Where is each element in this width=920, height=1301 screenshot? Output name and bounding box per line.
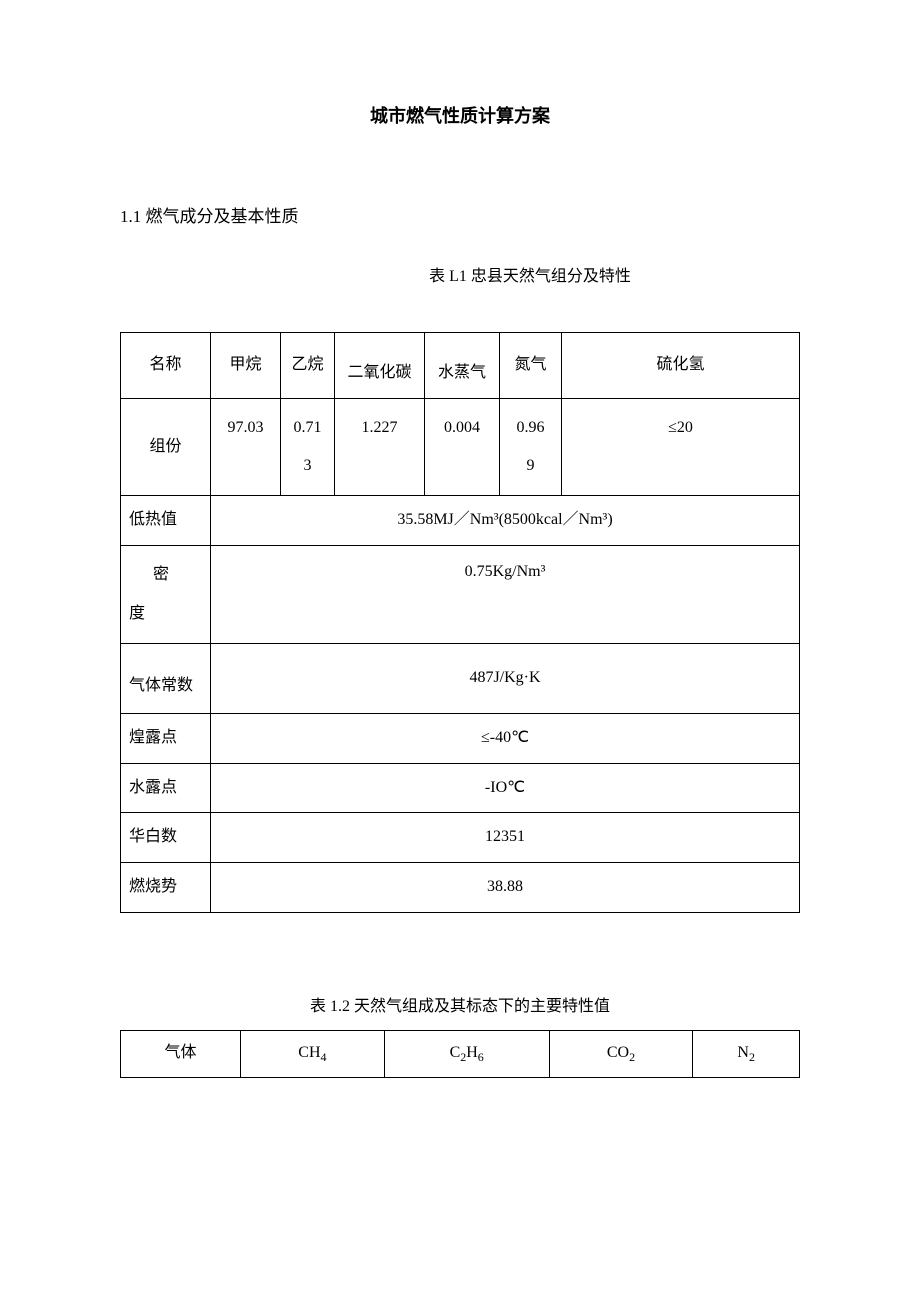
gas-constant-value: 487J/Kg·K [211, 643, 800, 713]
t2-co2-text: CO [607, 1044, 629, 1061]
t2-c2h6-h: H [466, 1044, 478, 1061]
document-title: 城市燃气性质计算方案 [120, 100, 800, 132]
composition-methane: 97.03 [211, 398, 281, 496]
t2-header-ch4: CH4 [241, 1030, 385, 1077]
t2-ch4-text: CH [298, 1044, 320, 1061]
t2-header-gas: 气体 [121, 1030, 241, 1077]
table-1: 名称 甲烷 乙烷 二氧化碳 水蒸气 氮气 硫化氢 组份 97.03 0.713 … [120, 332, 800, 913]
header-h2s: 硫化氢 [562, 332, 800, 398]
composition-co2: 1.227 [335, 398, 425, 496]
composition-steam: 0.004 [425, 398, 500, 496]
table-row: 密度 0.75Kg/Nm³ [121, 546, 800, 644]
table-row: 气体常数 487J/Kg·K [121, 643, 800, 713]
table-row: 水露点 -IO℃ [121, 763, 800, 813]
combustion-label: 燃烧势 [121, 863, 211, 913]
composition-label: 组份 [121, 398, 211, 496]
table-row: 华白数 12351 [121, 813, 800, 863]
table-2: 气体 CH4 C2H6 CO2 N2 [120, 1030, 800, 1078]
header-nitrogen: 氮气 [500, 332, 562, 398]
t2-c2h6-c: C [450, 1044, 461, 1061]
table-row: 气体 CH4 C2H6 CO2 N2 [121, 1030, 800, 1077]
t2-n2-text: N [737, 1044, 749, 1061]
low-heat-label: 低热值 [121, 496, 211, 546]
table-row: 名称 甲烷 乙烷 二氧化碳 水蒸气 氮气 硫化氢 [121, 332, 800, 398]
section-heading-1-1: 1.1 燃气成分及基本性质 [120, 202, 800, 233]
table-row: 煌露点 ≤-40℃ [121, 713, 800, 763]
water-dew-value: -IO℃ [211, 763, 800, 813]
table-1-caption: 表 L1 忠县天然气组分及特性 [260, 263, 800, 292]
density-value: 0.75Kg/Nm³ [211, 546, 800, 644]
composition-ethane: 0.713 [281, 398, 335, 496]
header-steam: 水蒸气 [425, 332, 500, 398]
wobbe-label: 华白数 [121, 813, 211, 863]
composition-nitrogen: 0.969 [500, 398, 562, 496]
combustion-value: 38.88 [211, 863, 800, 913]
header-co2: 二氧化碳 [335, 332, 425, 398]
header-ethane: 乙烷 [281, 332, 335, 398]
header-methane: 甲烷 [211, 332, 281, 398]
gas-constant-label: 气体常数 [121, 643, 211, 713]
t2-header-c2h6: C2H6 [384, 1030, 549, 1077]
t2-n2-sub: 2 [749, 1050, 755, 1064]
t2-header-n2: N2 [693, 1030, 800, 1077]
t2-c2h6-6: 6 [478, 1050, 484, 1064]
density-label: 密度 [121, 546, 211, 644]
table-2-caption: 表 1.2 天然气组成及其标态下的主要特性值 [120, 993, 800, 1022]
header-name: 名称 [121, 332, 211, 398]
t2-header-co2: CO2 [549, 1030, 693, 1077]
low-heat-value: 35.58MJ／Nm³(8500kcal／Nm³) [211, 496, 800, 546]
hc-dew-label: 煌露点 [121, 713, 211, 763]
wobbe-value: 12351 [211, 813, 800, 863]
table-row: 低热值 35.58MJ／Nm³(8500kcal／Nm³) [121, 496, 800, 546]
table-row: 组份 97.03 0.713 1.227 0.004 0.969 ≤20 [121, 398, 800, 496]
hc-dew-value: ≤-40℃ [211, 713, 800, 763]
table-row: 燃烧势 38.88 [121, 863, 800, 913]
t2-ch4-sub: 4 [321, 1050, 327, 1064]
composition-h2s: ≤20 [562, 398, 800, 496]
t2-co2-sub: 2 [629, 1050, 635, 1064]
water-dew-label: 水露点 [121, 763, 211, 813]
